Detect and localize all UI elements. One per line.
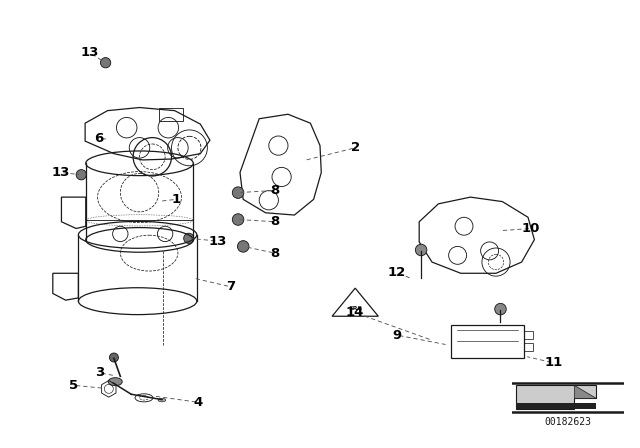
Circle shape bbox=[495, 303, 506, 315]
Text: 8: 8 bbox=[271, 184, 280, 197]
Text: 00182623: 00182623 bbox=[545, 417, 591, 427]
Circle shape bbox=[184, 233, 194, 243]
Text: 2: 2 bbox=[351, 141, 360, 155]
Text: 3: 3 bbox=[95, 366, 104, 379]
Text: 13: 13 bbox=[209, 234, 227, 248]
Circle shape bbox=[232, 187, 244, 198]
Text: 9: 9 bbox=[392, 328, 401, 342]
Text: 14: 14 bbox=[346, 306, 364, 319]
Text: 11: 11 bbox=[545, 356, 563, 370]
Ellipse shape bbox=[158, 398, 166, 402]
Ellipse shape bbox=[108, 378, 122, 386]
Text: 7: 7 bbox=[226, 280, 235, 293]
Text: 8: 8 bbox=[271, 215, 280, 228]
Polygon shape bbox=[573, 385, 596, 398]
Text: SRS: SRS bbox=[348, 306, 362, 311]
Polygon shape bbox=[516, 403, 596, 409]
Circle shape bbox=[415, 244, 427, 256]
Text: 13: 13 bbox=[52, 166, 70, 179]
Text: 5: 5 bbox=[69, 379, 78, 392]
Text: 1: 1 bbox=[172, 193, 180, 206]
Bar bbox=[525, 343, 534, 351]
Circle shape bbox=[100, 58, 111, 68]
Circle shape bbox=[237, 241, 249, 252]
Text: 13: 13 bbox=[81, 46, 99, 60]
Circle shape bbox=[232, 214, 244, 225]
Text: 10: 10 bbox=[522, 222, 540, 235]
Text: 6: 6 bbox=[95, 132, 104, 146]
Polygon shape bbox=[516, 385, 596, 409]
Circle shape bbox=[109, 353, 118, 362]
Bar bbox=[525, 331, 534, 339]
Text: 4: 4 bbox=[194, 396, 203, 409]
Text: 12: 12 bbox=[388, 266, 406, 279]
Circle shape bbox=[76, 170, 86, 180]
Text: 8: 8 bbox=[271, 246, 280, 260]
Bar bbox=[159, 108, 183, 121]
